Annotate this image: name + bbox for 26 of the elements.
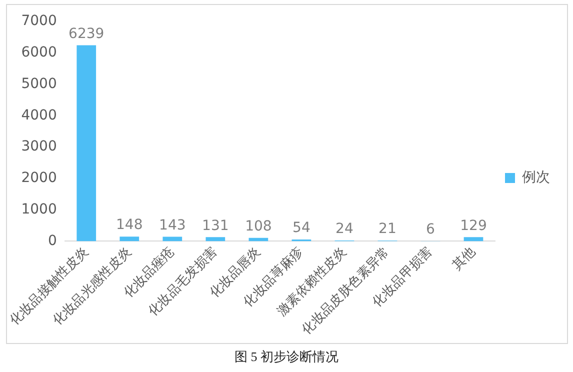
y-tick-label: 0 [48,232,57,249]
data-label: 148 [116,217,143,234]
y-tick-label: 6000 [21,44,57,60]
caption: 图 5 初步诊断情况 [234,348,340,366]
y-tick-label: 1000 [21,201,57,218]
y-tick-label: 7000 [21,13,57,30]
bar [206,237,226,242]
bar [120,236,140,242]
data-label: 143 [159,217,186,234]
data-label: 24 [336,221,354,238]
bar [162,236,182,242]
y-tick-label: 4000 [21,107,57,124]
legend-label: 例次 [522,170,550,186]
x-tick-label: 其他 [450,244,479,274]
y-tick-label: 3000 [21,138,57,155]
data-label: 129 [460,218,487,234]
data-label: 21 [378,221,396,238]
data-label: 6 [426,222,436,238]
data-label: 131 [202,218,229,234]
bar [76,45,96,242]
y-tick-label: 2000 [21,170,57,186]
bar [464,237,484,242]
data-label: 6239 [68,26,104,42]
y-tick-label: 5000 [21,76,57,92]
data-label: 108 [245,218,272,234]
data-label: 54 [292,220,310,236]
